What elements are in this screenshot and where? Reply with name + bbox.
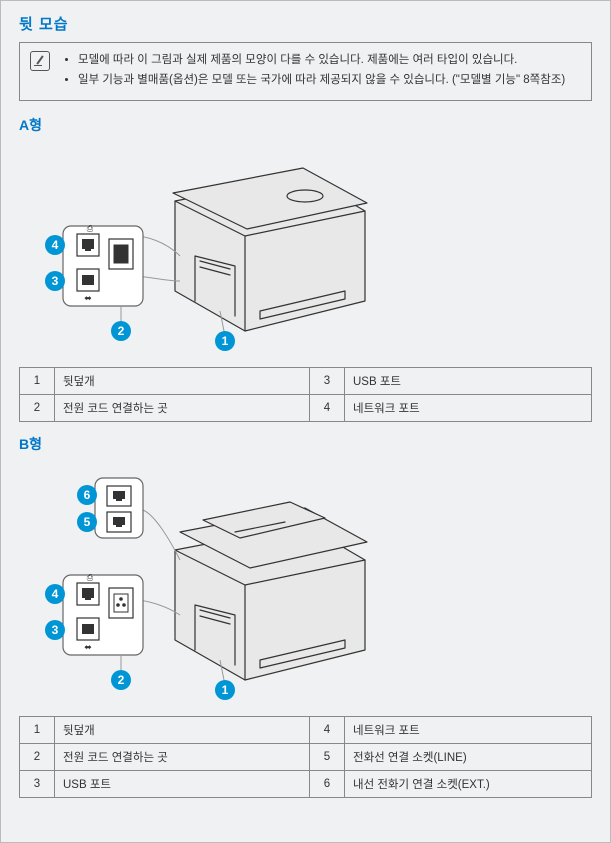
cell-desc: 네트워크 포트 [345, 395, 592, 422]
cell-num: 2 [20, 744, 55, 771]
page-title: 뒷 모습 [19, 13, 592, 34]
cell-num: 4 [310, 717, 345, 744]
printer-body [175, 502, 367, 680]
note-item: 모델에 따라 이 그림과 실제 제품의 모양이 다를 수 있습니다. 제품에는 … [78, 51, 579, 71]
cell-num: 6 [310, 771, 345, 798]
phone-port-panel [95, 478, 143, 538]
cell-num: 5 [310, 744, 345, 771]
cell-num: 2 [20, 395, 55, 422]
svg-text:2: 2 [118, 673, 125, 687]
printer-body [173, 168, 367, 331]
svg-text:⬌: ⬌ [84, 293, 92, 303]
type-heading-b: B형 [19, 434, 592, 454]
svg-text:2: 2 [118, 324, 125, 338]
parts-table-b: 1 뒷덮개 4 네트워크 포트 2 전원 코드 연결하는 곳 5 전화선 연결 … [19, 716, 592, 798]
type-heading-a: A형 [19, 115, 592, 135]
pencil-icon [30, 51, 50, 90]
cell-desc: 전원 코드 연결하는 곳 [55, 744, 310, 771]
cell-num: 1 [20, 717, 55, 744]
svg-text:5: 5 [84, 515, 91, 529]
svg-text:6: 6 [84, 488, 91, 502]
cell-desc: 뒷덮개 [55, 717, 310, 744]
cell-desc: USB 포트 [55, 771, 310, 798]
diagram-b: ⎙ ⬌ 6 5 4 3 2 [25, 460, 598, 710]
svg-text:1: 1 [222, 334, 229, 348]
table-row: 1 뒷덮개 4 네트워크 포트 [20, 717, 592, 744]
diagram-a: ⎙ ⬌ 4 3 2 1 [25, 141, 598, 361]
port-panel: ⎙ ⬌ [63, 573, 143, 655]
note-list: 모델에 따라 이 그림과 실제 제품의 모양이 다를 수 있습니다. 제품에는 … [60, 51, 579, 90]
cell-desc: USB 포트 [345, 368, 592, 395]
svg-text:⎙: ⎙ [87, 224, 94, 233]
cell-num: 3 [20, 771, 55, 798]
parts-table-a: 1 뒷덮개 3 USB 포트 2 전원 코드 연결하는 곳 4 네트워크 포트 [19, 367, 592, 422]
table-row: 1 뒷덮개 3 USB 포트 [20, 368, 592, 395]
port-panel: ⎙ ⬌ [63, 224, 143, 306]
table-row: 2 전원 코드 연결하는 곳 5 전화선 연결 소켓(LINE) [20, 744, 592, 771]
note-box: 모델에 따라 이 그림과 실제 제품의 모양이 다를 수 있습니다. 제품에는 … [19, 42, 592, 101]
cell-desc: 전화선 연결 소켓(LINE) [345, 744, 592, 771]
svg-text:1: 1 [222, 683, 229, 697]
note-item: 일부 기능과 별매품(옵션)은 모델 또는 국가에 따라 제공되지 않을 수 있… [78, 71, 579, 91]
cell-desc: 전원 코드 연결하는 곳 [55, 395, 310, 422]
cell-num: 1 [20, 368, 55, 395]
cell-num: 4 [310, 395, 345, 422]
table-row: 3 USB 포트 6 내선 전화기 연결 소켓(EXT.) [20, 771, 592, 798]
printer-rear-b-svg: ⎙ ⬌ 6 5 4 3 2 [25, 460, 385, 710]
svg-text:⬌: ⬌ [84, 642, 92, 652]
cell-desc: 네트워크 포트 [345, 717, 592, 744]
table-row: 2 전원 코드 연결하는 곳 4 네트워크 포트 [20, 395, 592, 422]
svg-text:4: 4 [52, 238, 59, 252]
cell-desc: 뒷덮개 [55, 368, 310, 395]
svg-text:3: 3 [52, 623, 59, 637]
svg-text:⎙: ⎙ [87, 573, 94, 582]
svg-text:3: 3 [52, 274, 59, 288]
svg-text:4: 4 [52, 587, 59, 601]
printer-rear-a-svg: ⎙ ⬌ 4 3 2 1 [25, 141, 385, 361]
cell-desc: 내선 전화기 연결 소켓(EXT.) [345, 771, 592, 798]
cell-num: 3 [310, 368, 345, 395]
